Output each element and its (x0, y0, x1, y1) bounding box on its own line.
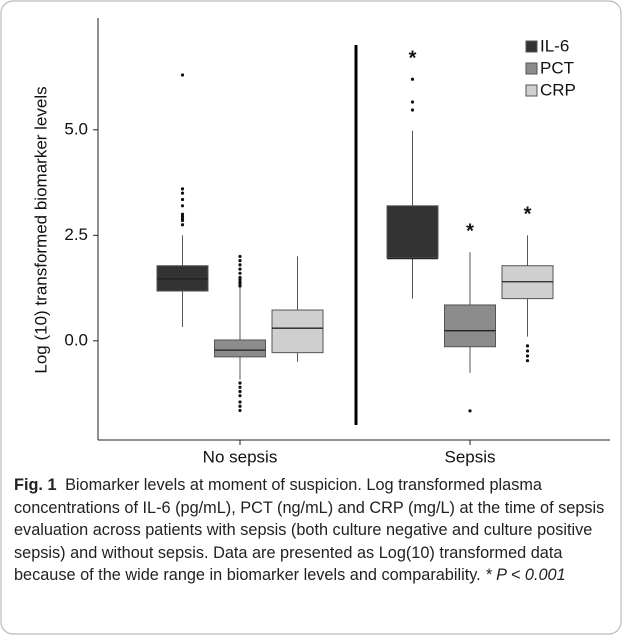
outlier (180, 73, 185, 77)
outlier (180, 187, 185, 191)
outlier (525, 344, 530, 348)
outlier (238, 267, 242, 271)
outlier (180, 223, 185, 227)
outlier (238, 284, 242, 288)
outlier (238, 271, 242, 275)
outlier (238, 259, 242, 263)
box (386, 205, 439, 259)
box (214, 339, 266, 358)
significance-marker: * (466, 220, 474, 242)
outlier (238, 381, 242, 385)
outlier (468, 409, 472, 413)
outlier (410, 108, 415, 112)
outlier (238, 400, 242, 404)
outlier (238, 394, 242, 398)
y-tick-label: 5.0 (64, 119, 88, 138)
outlier (525, 354, 530, 358)
caption-note: * P < 0.001 (485, 566, 566, 584)
outlier (180, 218, 185, 223)
outlier (525, 359, 530, 363)
legend-swatch (525, 84, 538, 97)
caption-label: Fig. 1 (14, 476, 57, 494)
outlier (238, 389, 242, 394)
outlier (238, 254, 242, 259)
outlier (180, 191, 185, 195)
y-axis-label: Log (10) transformed biomarker levels (31, 86, 50, 373)
legend-label: CRP (540, 80, 576, 99)
outlier (238, 263, 242, 267)
caption: Fig. 1 Biomarker levels at moment of sus… (14, 474, 610, 587)
significance-marker: * (409, 47, 417, 69)
box (271, 309, 324, 354)
legend-swatch (525, 40, 538, 53)
box (444, 304, 496, 348)
outlier (180, 197, 185, 202)
outlier (238, 408, 242, 413)
significance-marker: * (524, 204, 532, 226)
x-tick-label: No sepsis (203, 447, 278, 466)
legend-label: PCT (540, 58, 574, 77)
outlier (238, 404, 242, 408)
caption-text: Biomarker levels at moment of suspicion.… (14, 476, 605, 584)
y-tick-label: 2.5 (64, 225, 88, 244)
legend-swatch (525, 62, 538, 75)
y-tick-label: 0.0 (64, 330, 88, 349)
outlier (180, 204, 185, 208)
outlier (410, 77, 415, 81)
outlier (525, 349, 530, 353)
x-tick-label: Sepsis (444, 447, 495, 466)
outlier (238, 385, 242, 389)
outlier (410, 100, 415, 104)
legend-label: IL-6 (540, 36, 569, 55)
